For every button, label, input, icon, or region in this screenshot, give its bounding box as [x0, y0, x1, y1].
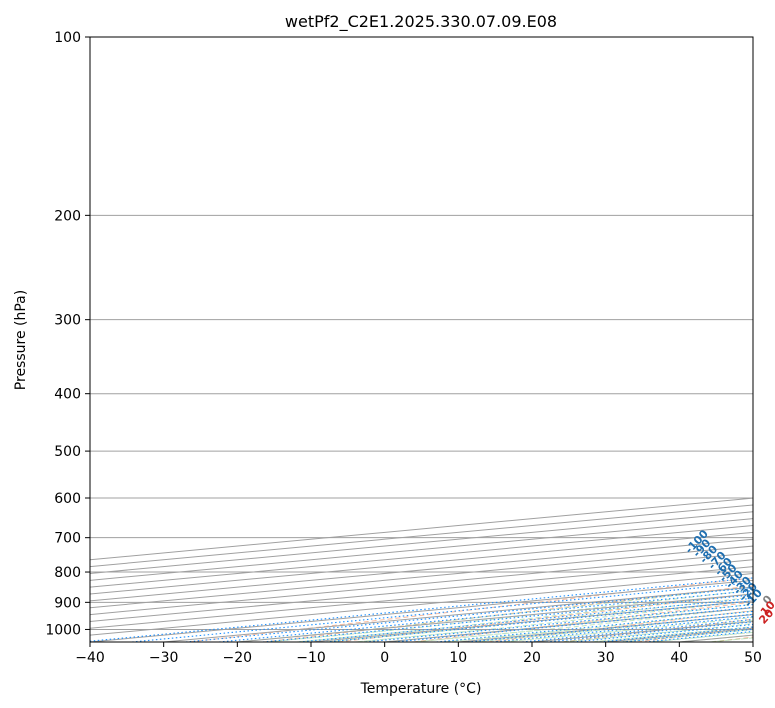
background-grid: [90, 37, 753, 642]
mixing-ratio-line: [365, 604, 753, 642]
x-tick-label: 0: [380, 650, 389, 666]
isotherm-line: [90, 525, 753, 588]
y-axis-label: Pressure (hPa): [13, 290, 29, 390]
isotherm-line: [531, 620, 753, 642]
isotherm-line: [90, 566, 753, 629]
isotherm-line: [90, 552, 753, 616]
moist-adiabat-label: 20: [756, 606, 775, 626]
y-tick-label: 100: [54, 30, 81, 46]
x-axis-label: Temperature (°C): [360, 681, 482, 697]
mixing-ratio-line: [522, 619, 753, 642]
y-tick-label: 600: [54, 491, 81, 507]
dry-adiabat: [562, 618, 753, 642]
y-tick-label: 200: [54, 208, 81, 224]
mixing-ratio-line: [299, 597, 753, 642]
plot-frame: [89, 36, 754, 643]
x-tick-label: 10: [449, 650, 467, 666]
moist-adiabat: [443, 610, 753, 642]
mixing-ratio-line: [326, 600, 753, 642]
chart-title: wetPf2_C2E1.2025.330.07.09.E08: [285, 12, 557, 32]
x-tick-label: −30: [149, 650, 179, 666]
isotherm-line: [90, 531, 753, 595]
dry-adiabat: [188, 577, 753, 642]
isotherm-line: [458, 614, 753, 642]
x-tick-label: −10: [296, 650, 326, 666]
isotherm-line: [90, 511, 753, 574]
x-tick-label: −40: [75, 650, 105, 666]
isotherm-line: [90, 497, 753, 561]
y-tick-label: 1000: [45, 622, 81, 638]
y-tick-label: 900: [54, 595, 81, 611]
moist-adiabat: [531, 620, 753, 642]
x-tick-label: 20: [523, 650, 541, 666]
moist-adiabat: [502, 616, 753, 642]
y-tick-label: 700: [54, 531, 81, 547]
isotherm-line: [90, 518, 753, 581]
x-tick-label: 40: [670, 650, 688, 666]
y-tick-label: 500: [54, 444, 81, 460]
axes: −40 −30 −20 −10 0 10 20 30 40 50 100 200 300 400 500 60…: [45, 30, 762, 666]
y-tick-label: 400: [54, 387, 81, 403]
isotherm-line: [90, 559, 753, 622]
x-tick-label: −20: [223, 650, 253, 666]
isotherm-line: [90, 504, 753, 568]
isotherm-line: [752, 641, 753, 642]
isotherm-line: [90, 545, 753, 609]
dry-adiabat: [487, 610, 753, 642]
isotherm-line: [90, 572, 753, 636]
moist-adiabat: [266, 589, 753, 642]
moist-adiabat: [561, 623, 753, 642]
x-tick-label: 50: [744, 650, 762, 666]
x-tick-label: 30: [597, 650, 615, 666]
dry-adiabat: [263, 585, 753, 642]
isotherm-line: [90, 538, 753, 602]
dry-adiabat: [338, 593, 753, 642]
moist-adiabat: [325, 596, 753, 642]
y-tick-label: 300: [54, 313, 81, 329]
isotherm-line: [90, 579, 753, 642]
y-tick-label: 800: [54, 565, 81, 581]
